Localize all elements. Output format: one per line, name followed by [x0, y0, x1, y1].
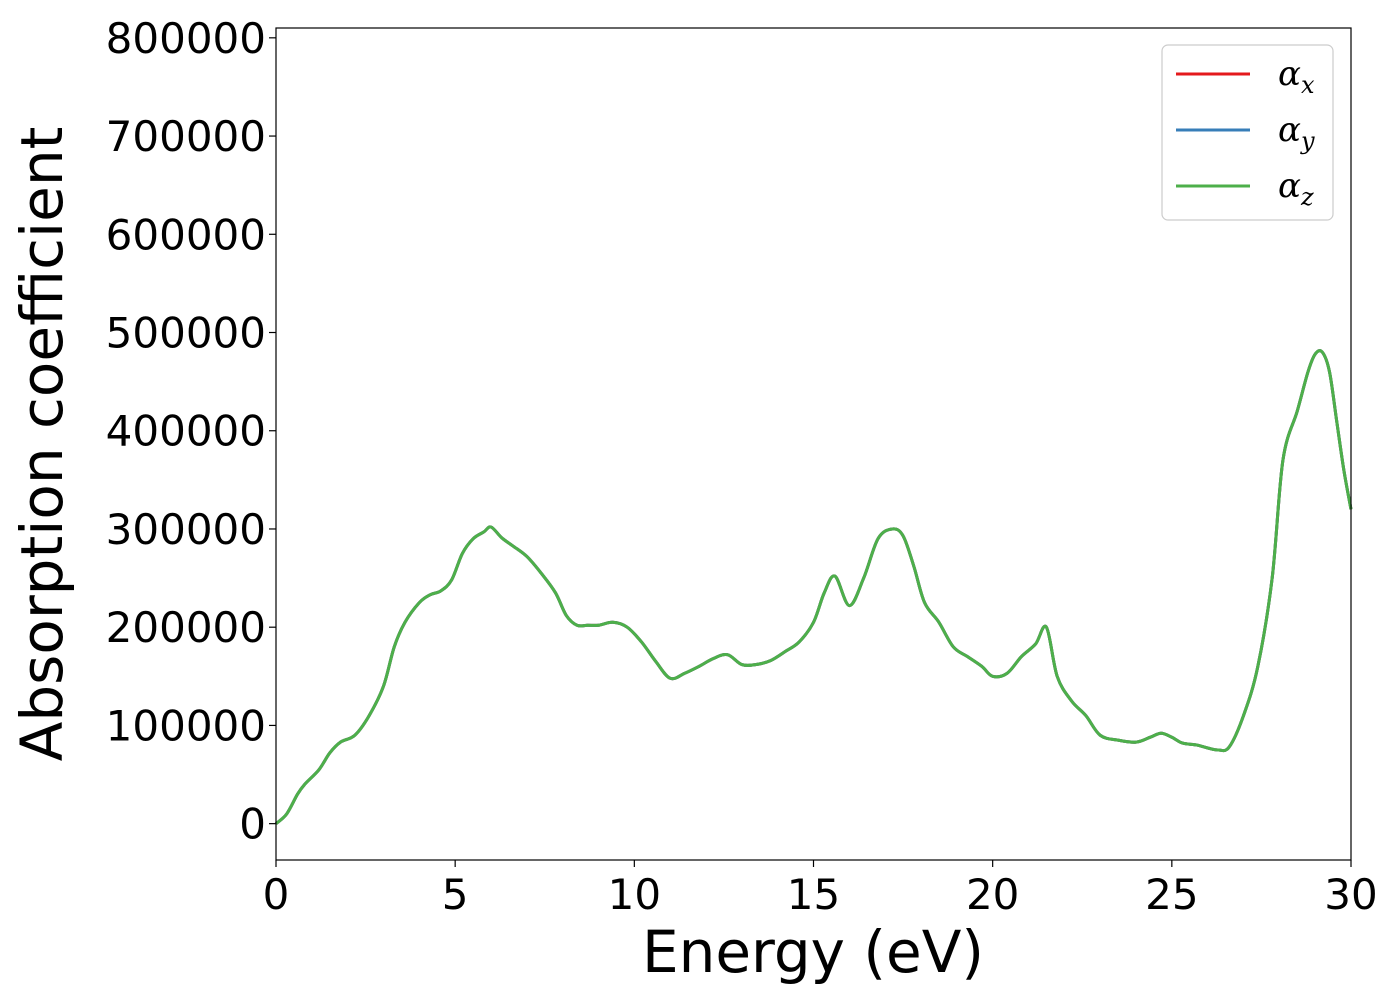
y-tick-label: 0	[239, 800, 266, 849]
legend-subscript: y	[1300, 127, 1315, 155]
y-tick-label: 300000	[106, 505, 266, 554]
y-tick-label: 700000	[106, 112, 266, 161]
y-axis-ticks: 0 100000 200000 300000 400000 500000 600000 700…	[106, 14, 276, 849]
y-tick-label: 100000	[106, 701, 266, 750]
x-tick-label: 0	[263, 870, 290, 919]
y-tick-label: 600000	[106, 210, 266, 259]
legend-subscript: z	[1300, 183, 1314, 211]
legend-box	[1161, 44, 1334, 221]
x-tick-label: 5	[442, 870, 469, 919]
x-tick-label: 30	[1324, 870, 1377, 919]
x-tick-label: 25	[1145, 870, 1198, 919]
y-tick-label: 400000	[106, 407, 266, 456]
series-layer	[274, 349, 1353, 825]
y-axis-label: Absorption coefficient	[8, 127, 76, 762]
x-axis-ticks: 0 5 10 15 20 25 30	[263, 860, 1378, 919]
y-tick-label: 500000	[106, 309, 266, 358]
y-tick-label: 800000	[106, 14, 266, 63]
legend-subscript: x	[1301, 71, 1315, 99]
x-tick-label: 10	[608, 870, 661, 919]
y-tick-label: 200000	[106, 603, 266, 652]
series-line-z	[274, 349, 1353, 825]
x-axis-label: Energy (eV)	[642, 918, 984, 986]
x-tick-label: 20	[966, 870, 1019, 919]
x-tick-label: 15	[787, 870, 840, 919]
